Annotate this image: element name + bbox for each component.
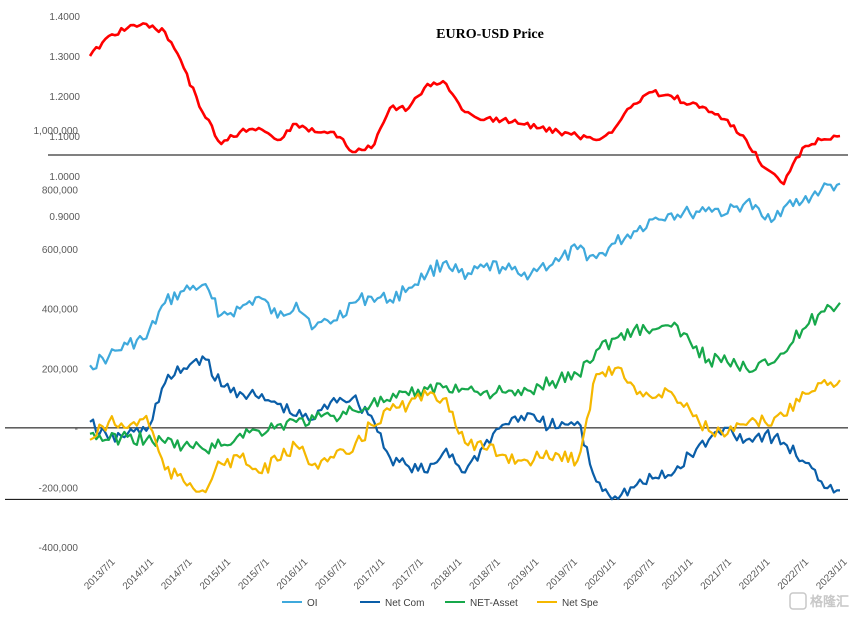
position-tick-label: 800,000 (42, 186, 79, 197)
legend-label-net-com: Net Com (385, 598, 424, 609)
watermark: 格隆汇 (789, 592, 849, 610)
legend: OI Net Com NET-Asset Net Spe (282, 598, 599, 609)
series-line-net-com (89, 355, 840, 501)
watermark-logo-icon (789, 592, 807, 610)
position-tick-label: - (75, 424, 78, 435)
price-tick-label: 1.2000 (49, 92, 80, 103)
position-series (89, 182, 841, 501)
price-series (88, 22, 841, 186)
position-tick-label: 400,000 (42, 305, 79, 316)
chart-title: EURO-USD Price (436, 27, 544, 42)
position-tick-label: 200,000 (42, 364, 79, 375)
series-line-net-asset (89, 302, 841, 455)
position-tick-label: -200,000 (39, 483, 79, 494)
series-line-oi (89, 182, 841, 371)
legend-label-net-asset: NET-Asset (470, 598, 518, 609)
price-axis-labels: 1.4000 1.3000 1.2000 1.1000 1.0000 0.9000 (49, 12, 80, 223)
price-tick-label: 0.9000 (49, 212, 80, 223)
position-tick-label: 1,000,000 (34, 126, 79, 137)
legend-label-net-spe: Net Spe (562, 598, 599, 609)
price-line (88, 22, 841, 186)
position-tick-label: 600,000 (42, 245, 79, 256)
watermark-text: 格隆汇 (810, 594, 849, 609)
position-tick-label: -400,000 (39, 543, 79, 554)
price-tick-label: 1.4000 (49, 12, 80, 23)
position-axis-labels: 1,000,000 800,000 600,000 400,000 200,000 - -2… (34, 126, 79, 554)
legend-label-oi: OI (307, 598, 318, 609)
series-line-net-spe (89, 365, 841, 494)
price-tick-label: 1.0000 (49, 172, 80, 183)
price-tick-label: 1.1000 (49, 132, 80, 143)
price-tick-label: 1.3000 (49, 52, 80, 63)
